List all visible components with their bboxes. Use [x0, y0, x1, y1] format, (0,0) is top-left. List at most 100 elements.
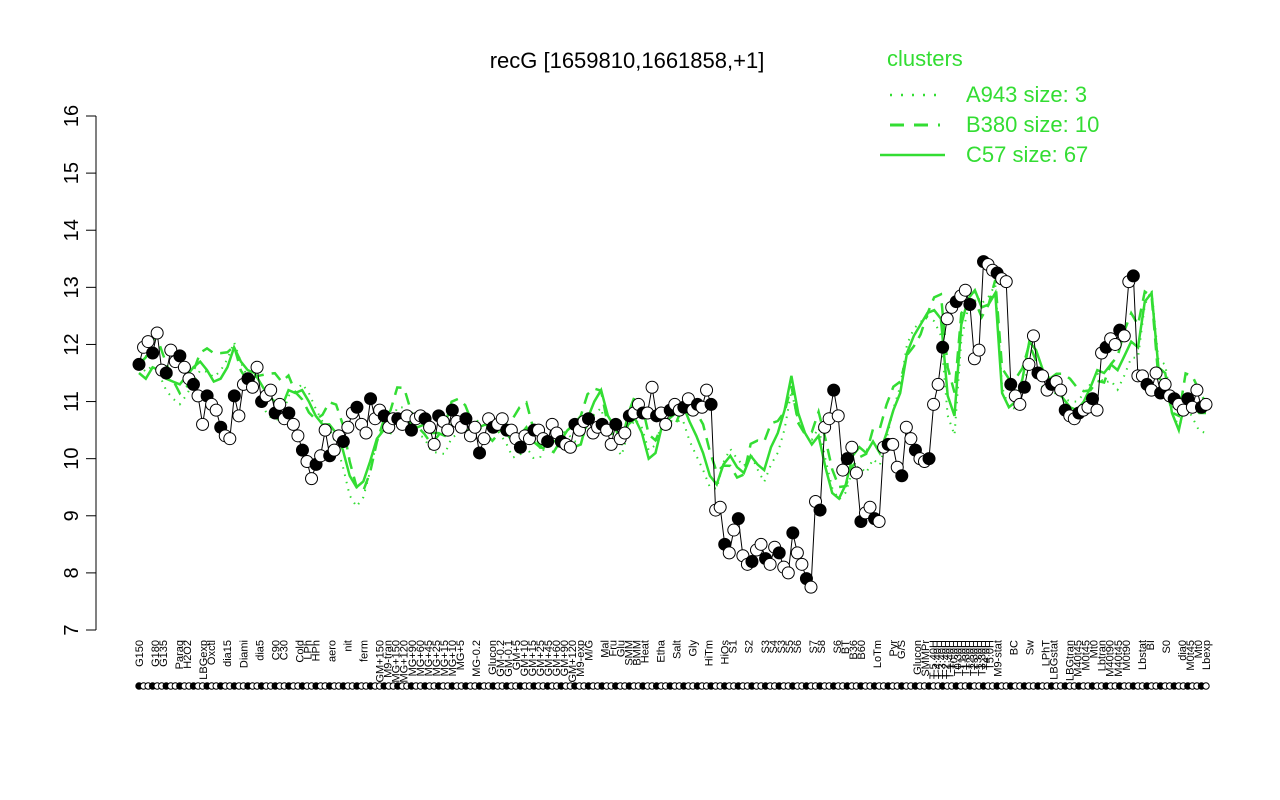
data-point	[336, 435, 350, 449]
x-tick-label: Lbtran	[1097, 640, 1109, 671]
x-tick-label: S4	[768, 640, 780, 653]
y-tick-label: 16	[61, 105, 83, 127]
x-tick-label: HiOs	[720, 640, 732, 665]
y-tick-label: 14	[61, 219, 83, 241]
x-tick-label: LPhT	[1041, 640, 1053, 667]
x-tick-label: GM-0.1	[503, 640, 515, 677]
x-tick-label: MG-0.2	[471, 640, 483, 677]
chart-title: recG [1659810,1661858,+1]	[490, 48, 765, 73]
data-point	[273, 397, 287, 411]
x-tick-label: H2O2	[182, 640, 194, 669]
data-point	[745, 554, 759, 568]
data-point	[786, 526, 800, 540]
x-tick-label: LoTm	[872, 640, 884, 668]
x-tick-label: MG+15	[439, 640, 451, 676]
x-tick-label: M0t90	[1121, 640, 1133, 671]
x-tick-label: aero	[327, 640, 339, 662]
x-tick-label: T1.0H	[956, 640, 968, 670]
x-tick-label: Paraq	[174, 640, 186, 669]
data-point	[804, 580, 818, 594]
data-point	[291, 429, 305, 443]
data-point	[1004, 377, 1018, 391]
x-tick-label: MG+60	[415, 640, 427, 676]
x-tick-label: C30	[278, 640, 290, 660]
data-point	[727, 523, 741, 537]
data-point	[831, 409, 845, 423]
data-point	[286, 417, 300, 431]
x-tick-label: T5.0H	[984, 640, 996, 670]
data-point	[1158, 377, 1172, 391]
x-tick-label: HiTm	[704, 640, 716, 666]
data-point	[1126, 269, 1140, 283]
data-point	[936, 340, 950, 354]
x-tick-label: S6	[792, 640, 804, 653]
y-tick-label: 10	[61, 448, 83, 470]
x-tick-label: Salt	[672, 640, 684, 659]
x-tick-label: T4.0H	[980, 640, 992, 670]
legend-entry-a943: A943 size: 3	[966, 82, 1087, 107]
data-point	[863, 500, 877, 514]
data-point	[173, 349, 187, 363]
x-tick-label: Lbexp	[1201, 640, 1213, 670]
data-point	[441, 423, 455, 437]
x-tick-label: GM+150	[375, 640, 387, 683]
x-tick-label: Mt0	[1193, 640, 1205, 658]
data-point	[282, 406, 296, 420]
x-tick-label: S3	[760, 640, 772, 653]
x-tick-label: Diami	[238, 640, 250, 668]
data-point	[223, 432, 237, 446]
data-point	[922, 452, 936, 466]
data-point	[318, 423, 332, 437]
data-point	[232, 409, 246, 423]
data-point	[1199, 397, 1213, 411]
x-tick-label: LBGstat	[1049, 640, 1061, 680]
x-tick-label: GM-0.2	[495, 640, 507, 677]
data-point	[827, 383, 841, 397]
data-point	[1090, 403, 1104, 417]
data-point	[1036, 369, 1050, 383]
data-point	[1117, 329, 1131, 343]
x-tick-label: M0t45	[1081, 640, 1093, 671]
x-tick-label: Pyr	[888, 640, 900, 657]
x-tick-label: M/G	[583, 640, 595, 661]
x-tick-label: M40t45	[1113, 640, 1125, 677]
data-point	[645, 380, 659, 394]
x-tick-label: B36	[848, 640, 860, 660]
y-tick-label: 12	[61, 333, 83, 355]
x-tick-label: MG+90	[407, 640, 419, 676]
data-point	[704, 397, 718, 411]
data-point	[1190, 383, 1204, 397]
x-tick-label: T-5.40H	[928, 640, 940, 679]
x-tick-label: B60	[856, 640, 868, 660]
x-tick-label: HPh	[310, 640, 322, 661]
data-point	[609, 417, 623, 431]
y-tick-label: 13	[61, 276, 83, 298]
data-point	[927, 397, 941, 411]
x-tick-label: S8	[816, 640, 828, 653]
data-point	[931, 377, 945, 391]
data-point	[1054, 383, 1068, 397]
x-tick-label: Fru	[607, 640, 619, 657]
data-point	[473, 446, 487, 460]
data-point	[209, 403, 223, 417]
x-tick-label: S0	[1161, 640, 1173, 653]
x-tick-label: dia0	[1177, 640, 1189, 661]
legend-entry-c57: C57 size: 67	[966, 142, 1088, 167]
data-point	[582, 412, 596, 426]
x-tick-label: S1	[728, 640, 740, 653]
data-point	[341, 420, 355, 434]
y-tick-label: 15	[61, 162, 83, 184]
data-point	[141, 335, 155, 349]
x-tick-label: M9-stat	[992, 640, 1004, 677]
x-tick-label: Gly	[688, 640, 700, 657]
data-point	[350, 400, 364, 414]
data-point	[790, 546, 804, 560]
legend-entry-b380: B380 size: 10	[966, 112, 1099, 137]
x-tick-label: MG+5	[455, 640, 467, 670]
data-point	[295, 443, 309, 457]
data-point	[999, 275, 1013, 289]
data-point	[404, 423, 418, 437]
data-point	[872, 514, 886, 528]
data-point	[305, 472, 319, 486]
